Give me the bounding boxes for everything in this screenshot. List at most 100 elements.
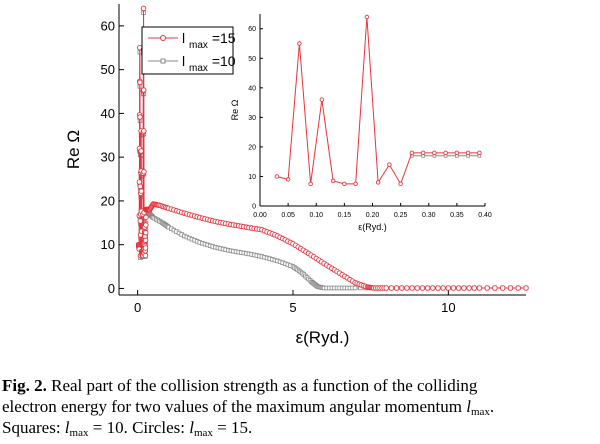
inset-point-lmax15	[364, 14, 370, 20]
inset-x-tick-label: 0.10	[309, 212, 323, 219]
main-point-lmax15	[419, 285, 426, 291]
main-point-lmax15	[484, 285, 490, 291]
inset-x-axis-label: ε(Ryd.)	[358, 222, 387, 232]
main-point-lmax15	[515, 285, 521, 291]
main-x-tick-label: 0	[134, 300, 141, 315]
inset-point-lmax15	[274, 174, 280, 179]
inset-point-lmax15	[353, 181, 358, 187]
caption-label: Fig. 2.	[2, 376, 47, 395]
inset-point-lmax15	[387, 162, 392, 167]
main-point-lmax10	[352, 285, 358, 291]
main-y-tick-label: 50	[101, 62, 115, 77]
main-point-lmax15	[137, 218, 144, 224]
inset-x-tick-label: 0.05	[281, 212, 295, 219]
main-x-tick-label: 5	[289, 300, 296, 315]
caption-line1: Real part of the collision strength as a…	[51, 376, 478, 395]
svg-text:l max =10: l max =10	[182, 53, 236, 74]
main-point-lmax15	[142, 245, 149, 251]
caption-eq10: = 10. Circles:	[92, 418, 185, 437]
main-chart: 0 10 20 30 40 50 60 0 5 10 ε(Ryd.) Re Ω	[64, 4, 529, 347]
main-point-lmax15	[450, 285, 457, 291]
svg-text:l max =15: l max =15	[182, 30, 236, 51]
figure: 0 10 20 30 40 50 60 0 5 10 ε(Ryd.) Re Ω 0 10 20 30 40 50…	[64, 4, 529, 347]
main-point-lmax15	[142, 252, 149, 259]
main-y-tick-label: 30	[101, 150, 115, 165]
legend-sub-lmax15: max	[189, 40, 208, 51]
caption-lmax-symbol: lmax	[466, 397, 490, 418]
main-point-lmax15	[137, 79, 143, 86]
inset-x-tick-label: 0.25	[394, 212, 408, 219]
main-point-lmax15	[445, 285, 452, 291]
inset-series-line-lmax15	[276, 16, 480, 186]
main-x-axis-label: ε(Ryd.)	[296, 328, 350, 347]
inset-x-tick-label: 0.15	[338, 212, 352, 219]
inset-y-tick-label: 0	[252, 203, 256, 210]
inset-point-lmax15	[477, 150, 482, 156]
inset-point-lmax15	[375, 180, 381, 185]
inset-x-tick-label: 0.00	[253, 212, 267, 219]
legend-value-lmax15: =15	[212, 30, 236, 46]
inset-point-lmax15	[342, 181, 347, 187]
main-point-lmax15	[440, 285, 446, 291]
caption-eq15: = 15.	[217, 418, 253, 437]
caption-lmax-symbol-2: lmax	[64, 418, 89, 439]
legend-sub-lmax10: max	[189, 63, 208, 74]
inset-point-lmax15	[443, 150, 448, 156]
inset-x-tick-label: 0.40	[478, 212, 492, 219]
main-point-lmax15	[388, 285, 395, 291]
main-y-tick-label: 20	[101, 193, 115, 208]
inset-y-tick-label: 30	[248, 115, 256, 122]
legend-marker-lmax15	[160, 35, 166, 41]
inset-point-lmax15	[398, 181, 403, 187]
inset-y-tick-label: 40	[248, 85, 256, 92]
caption-line2: electron energy for two values of the ma…	[2, 397, 462, 416]
main-point-lmax15	[142, 229, 149, 236]
main-x-tick-label: 10	[441, 300, 455, 315]
main-point-lmax15	[141, 87, 147, 93]
main-point-lmax15	[507, 285, 514, 291]
main-point-lmax15	[409, 285, 415, 291]
main-point-lmax15	[414, 285, 421, 291]
inset-point-lmax15	[454, 150, 460, 156]
main-point-lmax15	[492, 285, 498, 291]
inset-point-lmax15	[432, 150, 437, 156]
main-y-tick-label: 10	[101, 237, 115, 252]
caption-lmax-symbol-3: lmax	[189, 418, 213, 439]
legend-symbol-lmax15: l	[182, 30, 185, 46]
main-point-lmax15	[138, 188, 145, 194]
inset-y-tick-label: 20	[248, 144, 256, 151]
legend-box	[141, 26, 234, 75]
main-point-lmax15	[141, 168, 147, 175]
main-point-lmax15	[523, 285, 529, 291]
main-point-lmax15	[136, 179, 143, 185]
main-y-tick-label: 0	[108, 281, 115, 296]
caption-period: .	[489, 397, 495, 416]
main-point-lmax15	[137, 114, 143, 120]
inset-point-lmax15	[319, 97, 325, 102]
main-point-lmax15	[499, 285, 506, 291]
inset-point-lmax15	[297, 41, 302, 46]
main-point-lmax15	[383, 285, 389, 291]
inset-x-tick-label: 0.30	[422, 212, 436, 219]
inset-y-tick-label: 50	[248, 56, 256, 63]
main-point-lmax15	[430, 285, 436, 291]
main-point-lmax15	[471, 285, 477, 291]
legend: l max =15 l max =10	[141, 26, 236, 75]
inset-point-lmax15	[465, 150, 471, 156]
main-point-lmax15	[424, 285, 431, 291]
inset-point-lmax15	[420, 150, 426, 156]
main-point-lmax15	[142, 237, 149, 244]
inset-point-lmax15	[285, 177, 291, 182]
caption-squares: Squares:	[2, 418, 61, 437]
main-point-lmax15	[455, 285, 462, 291]
legend-marker-lmax10	[160, 58, 166, 64]
inset-x-tick-label: 0.35	[450, 212, 464, 219]
legend-item-lmax10: l max =10	[148, 53, 236, 74]
legend-value-lmax10: =10	[212, 53, 236, 69]
main-point-lmax15	[398, 285, 405, 291]
inset-chart: 0 10 20 30 40 50 60 0.00 0.05 0.10 0.15 0.20 0.25 0.3…	[230, 14, 492, 232]
main-y-tick-label: 60	[101, 18, 115, 33]
inset-y-tick-label: 10	[248, 174, 256, 181]
inset-y-axis-label: Re Ω	[230, 99, 240, 120]
main-point-lmax15	[141, 128, 147, 134]
